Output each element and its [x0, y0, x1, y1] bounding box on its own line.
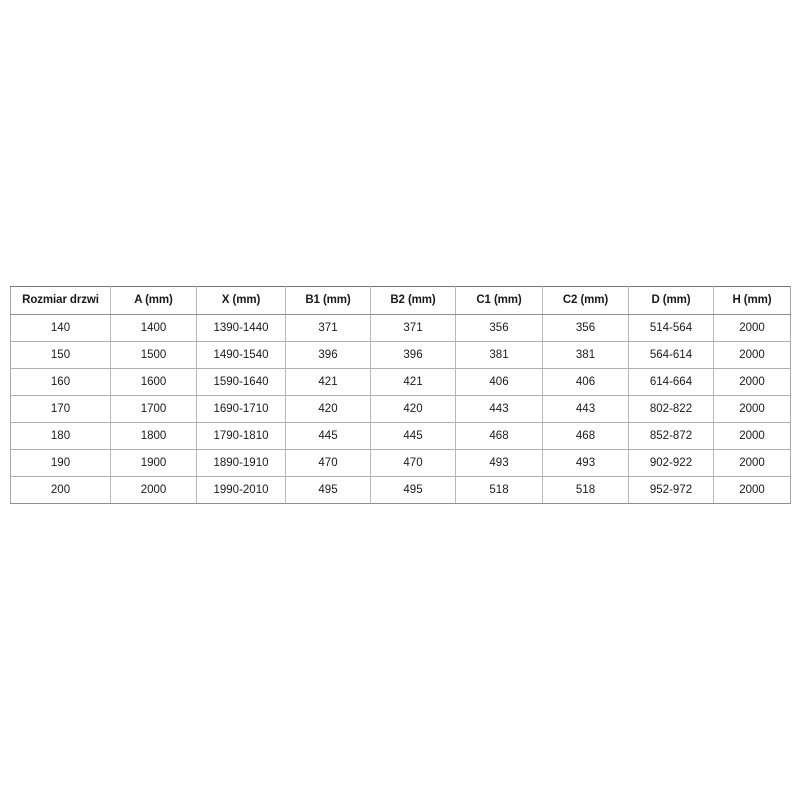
cell-a: 1800: [110, 422, 197, 450]
cell-d: 852-872: [628, 422, 714, 450]
cell-h: 2000: [713, 368, 791, 396]
cell-x: 1990-2010: [196, 476, 286, 504]
cell-h: 2000: [713, 314, 791, 342]
cell-b2: 470: [370, 449, 456, 477]
table-row: 170 1700 1690-1710 420 420 443 443 802-8…: [10, 395, 791, 423]
cell-c2: 356: [542, 314, 629, 342]
column-header-c2: C2 (mm): [542, 286, 629, 315]
cell-c2: 493: [542, 449, 629, 477]
table-row: 180 1800 1790-1810 445 445 468 468 852-8…: [10, 422, 791, 450]
cell-d: 514-564: [628, 314, 714, 342]
cell-b2: 445: [370, 422, 456, 450]
table-row: 190 1900 1890-1910 470 470 493 493 902-9…: [10, 449, 791, 477]
cell-c1: 518: [455, 476, 543, 504]
column-header-c1: C1 (mm): [455, 286, 543, 315]
cell-size: 200: [10, 476, 111, 504]
table-row: 150 1500 1490-1540 396 396 381 381 564-6…: [10, 341, 791, 369]
cell-a: 1700: [110, 395, 197, 423]
column-header-h: H (mm): [713, 286, 791, 315]
column-header-a: A (mm): [110, 286, 197, 315]
cell-b2: 421: [370, 368, 456, 396]
cell-b1: 495: [285, 476, 371, 504]
cell-b2: 495: [370, 476, 456, 504]
cell-b1: 371: [285, 314, 371, 342]
cell-a: 1600: [110, 368, 197, 396]
cell-c1: 493: [455, 449, 543, 477]
cell-h: 2000: [713, 341, 791, 369]
cell-c2: 443: [542, 395, 629, 423]
column-header-rozmiar-drzwi: Rozmiar drzwi: [10, 286, 111, 315]
cell-d: 902-922: [628, 449, 714, 477]
cell-size: 180: [10, 422, 111, 450]
cell-x: 1690-1710: [196, 395, 286, 423]
column-header-b1: B1 (mm): [285, 286, 371, 315]
cell-b2: 371: [370, 314, 456, 342]
cell-b1: 470: [285, 449, 371, 477]
cell-c2: 468: [542, 422, 629, 450]
cell-d: 614-664: [628, 368, 714, 396]
table-row: 140 1400 1390-1440 371 371 356 356 514-5…: [10, 314, 791, 342]
cell-c1: 443: [455, 395, 543, 423]
cell-h: 2000: [713, 476, 791, 504]
table-row: 200 2000 1990-2010 495 495 518 518 952-9…: [10, 476, 791, 504]
table-header: Rozmiar drzwi A (mm) X (mm) B1 (mm) B2 (…: [10, 286, 791, 315]
cell-x: 1490-1540: [196, 341, 286, 369]
cell-a: 1900: [110, 449, 197, 477]
cell-b1: 421: [285, 368, 371, 396]
cell-size: 150: [10, 341, 111, 369]
cell-a: 2000: [110, 476, 197, 504]
cell-c1: 356: [455, 314, 543, 342]
cell-size: 160: [10, 368, 111, 396]
cell-c2: 406: [542, 368, 629, 396]
table-body: 140 1400 1390-1440 371 371 356 356 514-5…: [10, 314, 791, 504]
cell-size: 170: [10, 395, 111, 423]
column-header-b2: B2 (mm): [370, 286, 456, 315]
cell-b2: 396: [370, 341, 456, 369]
column-header-x: X (mm): [196, 286, 286, 315]
table-header-row: Rozmiar drzwi A (mm) X (mm) B1 (mm) B2 (…: [10, 286, 791, 315]
cell-b2: 420: [370, 395, 456, 423]
column-header-d: D (mm): [628, 286, 714, 315]
cell-c1: 381: [455, 341, 543, 369]
cell-h: 2000: [713, 395, 791, 423]
cell-c2: 518: [542, 476, 629, 504]
specification-table-container: Rozmiar drzwi A (mm) X (mm) B1 (mm) B2 (…: [10, 286, 791, 504]
table-row: 160 1600 1590-1640 421 421 406 406 614-6…: [10, 368, 791, 396]
cell-x: 1590-1640: [196, 368, 286, 396]
cell-x: 1390-1440: [196, 314, 286, 342]
cell-x: 1890-1910: [196, 449, 286, 477]
cell-d: 802-822: [628, 395, 714, 423]
cell-a: 1400: [110, 314, 197, 342]
cell-d: 952-972: [628, 476, 714, 504]
cell-size: 190: [10, 449, 111, 477]
cell-c2: 381: [542, 341, 629, 369]
cell-size: 140: [10, 314, 111, 342]
door-size-specification-table: Rozmiar drzwi A (mm) X (mm) B1 (mm) B2 (…: [10, 286, 791, 504]
cell-b1: 420: [285, 395, 371, 423]
cell-c1: 406: [455, 368, 543, 396]
cell-h: 2000: [713, 422, 791, 450]
cell-c1: 468: [455, 422, 543, 450]
cell-x: 1790-1810: [196, 422, 286, 450]
cell-b1: 445: [285, 422, 371, 450]
cell-a: 1500: [110, 341, 197, 369]
cell-b1: 396: [285, 341, 371, 369]
cell-h: 2000: [713, 449, 791, 477]
cell-d: 564-614: [628, 341, 714, 369]
